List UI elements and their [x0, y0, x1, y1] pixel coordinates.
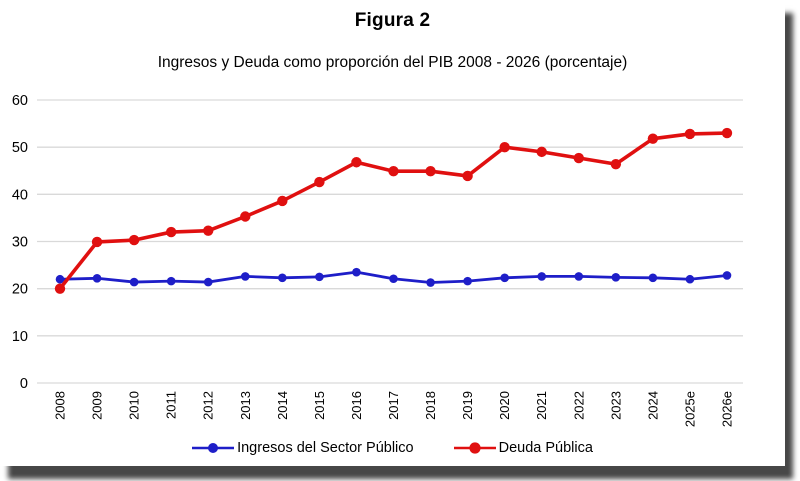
- legend-marker-ingresos-icon: [192, 443, 235, 453]
- figure-card: Figura 2 Ingresos y Deuda como proporció…: [0, 10, 785, 456]
- chart-legend: Ingresos del Sector Público Deuda Públic…: [0, 440, 785, 456]
- data-point: [574, 272, 584, 281]
- data-point: [722, 271, 732, 280]
- data-point: [315, 272, 324, 282]
- x-tick-label: 2022: [571, 391, 586, 420]
- y-tick-label: 0: [20, 376, 28, 392]
- data-point: [203, 225, 214, 236]
- x-tick-label: 2021: [534, 391, 549, 420]
- data-point: [351, 157, 362, 168]
- legend-label-ingresos: Ingresos del Sector Público: [237, 440, 414, 456]
- y-tick-label: 30: [12, 235, 28, 251]
- data-point: [573, 152, 584, 164]
- data-point: [389, 274, 398, 284]
- legend-label-deuda: Deuda Pública: [498, 440, 593, 456]
- data-point: [240, 272, 250, 281]
- data-point: [684, 128, 696, 140]
- data-point: [610, 158, 622, 170]
- line-chart: 0 10 20 30 40 50 60 2008 2009 2010 2011 2012 2013 201…: [12, 93, 743, 427]
- data-point: [462, 170, 473, 182]
- data-point: [648, 273, 658, 283]
- data-point: [388, 166, 399, 177]
- data-point: [499, 141, 510, 153]
- data-point: [54, 283, 66, 294]
- data-point: [129, 277, 139, 287]
- data-point: [166, 276, 176, 286]
- x-tick-label: 2025e: [682, 391, 697, 427]
- x-tick-label: 2008: [53, 391, 68, 420]
- data-point: [92, 273, 102, 283]
- x-tick-label: 2009: [90, 391, 105, 420]
- legend-dot: [468, 442, 481, 454]
- data-point: [165, 226, 177, 238]
- x-tick-label: 2014: [275, 391, 290, 420]
- data-point: [240, 211, 251, 222]
- data-point: [352, 267, 361, 277]
- x-tick-label: 2012: [201, 391, 216, 420]
- x-tick-label: 2010: [127, 391, 142, 420]
- legend-dot: [208, 443, 219, 453]
- data-point: [611, 273, 621, 282]
- data-point: [55, 274, 65, 284]
- data-point: [278, 273, 287, 283]
- x-tick-label: 2011: [164, 391, 179, 419]
- legend-item-ingresos: Ingresos del Sector Público: [192, 440, 414, 456]
- y-tick-label: 60: [12, 93, 28, 109]
- legend-item-deuda: Deuda Pública: [453, 440, 593, 456]
- figure-title: Figura 2: [354, 10, 431, 31]
- data-point: [537, 272, 547, 281]
- series-line-deuda: [58, 131, 729, 291]
- x-tick-label: 2020: [497, 391, 512, 420]
- data-point: [426, 278, 435, 287]
- x-tick-label: 2024: [645, 391, 660, 420]
- data-point: [425, 166, 436, 177]
- data-point: [463, 276, 472, 286]
- x-tick-label: 2026e: [720, 391, 735, 427]
- data-point: [128, 234, 140, 246]
- x-tick-label: 2015: [312, 391, 327, 420]
- data-point: [721, 127, 733, 139]
- data-point: [685, 274, 695, 284]
- x-tick-label: 2016: [349, 391, 364, 420]
- data-point: [536, 146, 547, 158]
- data-point: [647, 133, 659, 144]
- data-point: [500, 273, 509, 283]
- y-tick-label: 10: [12, 329, 28, 345]
- legend-marker-deuda-icon: [453, 442, 496, 454]
- x-tick-label: 2023: [608, 391, 623, 420]
- data-point: [314, 176, 325, 188]
- x-tick-label: 2019: [460, 391, 475, 420]
- y-tick-label: 20: [12, 282, 28, 298]
- x-tick-label: 2013: [238, 391, 253, 420]
- data-point: [203, 277, 213, 287]
- data-point: [277, 195, 288, 207]
- x-tick-label: 2017: [386, 391, 401, 420]
- x-tick-label: 2018: [423, 391, 438, 420]
- data-point: [91, 236, 103, 248]
- chart-subtitle: Ingresos y Deuda como proporción del PIB…: [157, 54, 628, 71]
- y-tick-label: 40: [12, 187, 28, 203]
- y-tick-label: 50: [12, 140, 28, 156]
